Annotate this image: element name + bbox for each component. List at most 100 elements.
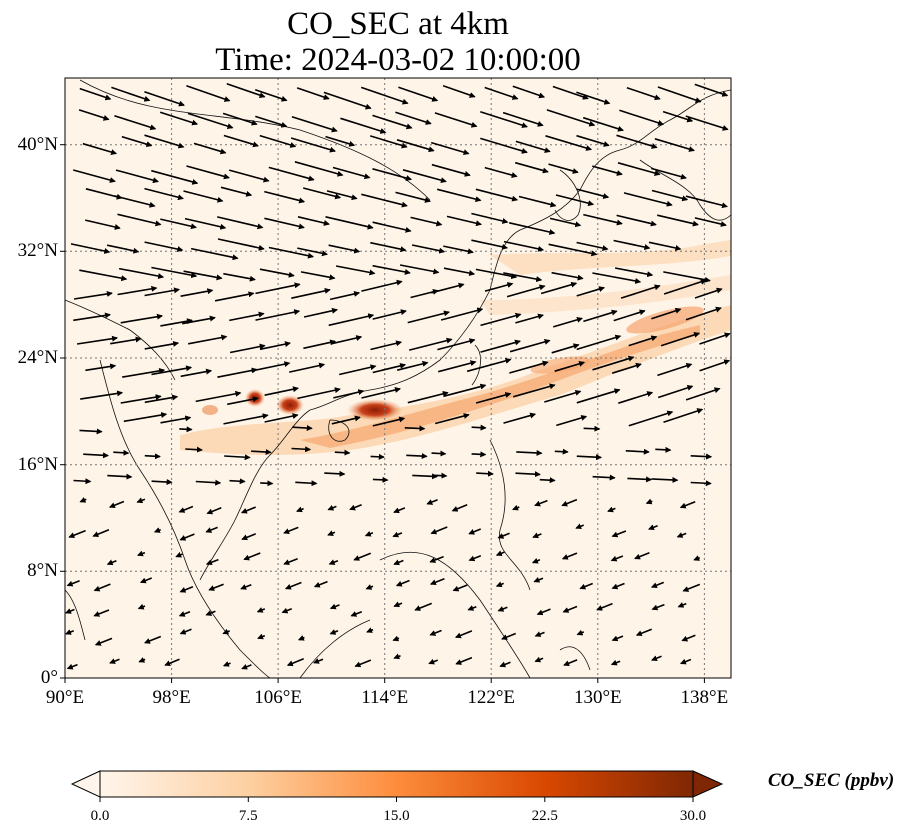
- wind-arrow: [240, 583, 252, 590]
- wind-arrow: [651, 189, 689, 202]
- wind-arrow: [434, 112, 478, 128]
- wind-arrow: [289, 362, 326, 373]
- wind-arrow: [480, 137, 528, 154]
- wind-arrow: [206, 507, 222, 515]
- wind-arrow: [431, 450, 447, 457]
- wind-arrow: [179, 628, 192, 635]
- wind-arrow: [114, 195, 156, 208]
- wind-arrow: [281, 607, 292, 614]
- wind-arrow: [531, 557, 541, 564]
- wind-arrow: [393, 601, 403, 608]
- wind-arrow: [65, 629, 74, 635]
- wind-arrow: [635, 628, 652, 637]
- wind-arrow: [331, 415, 361, 425]
- wind-arrow: [576, 388, 621, 404]
- lon-tick-130e: 130°E: [573, 687, 622, 708]
- wind-arrow: [151, 266, 198, 279]
- wind-arrow: [576, 629, 585, 636]
- wind-arrow: [694, 287, 723, 299]
- wind-arrow: [497, 606, 508, 612]
- wind-arrow: [121, 135, 153, 148]
- wind-arrow: [628, 335, 658, 347]
- wind-arrow: [409, 337, 453, 351]
- wind-arrow: [579, 582, 593, 590]
- wind-arrow: [431, 163, 471, 177]
- wind-arrow: [554, 448, 569, 455]
- wind-arrow: [300, 271, 336, 281]
- wind-arrow: [648, 241, 682, 251]
- lon-tick-106e: 106°E: [254, 687, 302, 708]
- wind-arrow: [205, 610, 216, 616]
- wind-arrow: [677, 602, 687, 608]
- wind-arrow: [561, 498, 578, 507]
- wind-arrow: [323, 91, 372, 110]
- wind-arrow: [144, 187, 184, 201]
- wind-arrow: [268, 246, 314, 259]
- wind-arrow: [516, 449, 543, 456]
- wind-arrow: [73, 478, 92, 485]
- wind-arrow: [123, 412, 168, 423]
- wind-arrow: [395, 579, 410, 587]
- wind-arrow: [471, 239, 509, 250]
- wind-arrow: [662, 110, 694, 123]
- wind-arrow: [430, 526, 448, 535]
- wind-arrow: [255, 115, 288, 128]
- colorbar-tick-30: 30.0: [679, 808, 707, 824]
- wind-arrow: [690, 480, 712, 487]
- wind-arrow: [583, 309, 618, 323]
- wind-arrow: [395, 111, 432, 125]
- lat-tick-8n: 8°N: [27, 560, 58, 581]
- wind-arrow: [411, 244, 446, 254]
- wind-arrow: [426, 499, 438, 505]
- wind-arrow: [372, 362, 407, 374]
- wind-arrow: [328, 313, 375, 327]
- wind-arrow: [183, 190, 224, 203]
- wind-arrow: [429, 555, 444, 563]
- wind-arrow: [180, 368, 213, 378]
- wind-arrow: [372, 221, 412, 233]
- wind-arrow: [372, 114, 413, 130]
- wind-arrow: [283, 526, 299, 534]
- wind-arrow: [241, 533, 256, 541]
- wind-arrow: [313, 580, 328, 588]
- wind-arrow: [186, 165, 230, 180]
- lon-tick-122e: 122°E: [467, 687, 516, 708]
- wind-arrow: [328, 559, 339, 565]
- wind-arrow: [556, 415, 588, 427]
- wind-arrow: [372, 168, 413, 181]
- wind-arrow: [291, 115, 338, 133]
- wind-arrow: [85, 363, 117, 372]
- wind-arrow: [399, 264, 440, 275]
- wind-arrow: [611, 530, 627, 538]
- wind-arrow: [256, 607, 266, 613]
- wind-arrow: [328, 244, 361, 254]
- wind-arrow: [205, 526, 218, 533]
- wind-arrow: [515, 140, 551, 153]
- wind-arrow: [180, 288, 214, 297]
- wind-arrow: [536, 608, 551, 616]
- wind-arrow: [290, 137, 336, 153]
- wind-arrow: [118, 267, 165, 280]
- wind-arrow: [442, 85, 476, 98]
- wind-arrow: [392, 531, 403, 538]
- wind-arrow: [484, 86, 519, 100]
- wind-arrow: [467, 605, 477, 611]
- wind-arrow: [159, 111, 199, 126]
- wind-arrow: [283, 557, 298, 565]
- wind-arrow: [475, 392, 512, 404]
- wind-arrow: [480, 339, 521, 353]
- wind-arrow: [514, 161, 549, 174]
- wind-arrow: [534, 631, 545, 637]
- wind-arrow: [576, 241, 609, 251]
- wind-arrow: [393, 559, 404, 566]
- wind-arrow: [324, 470, 346, 477]
- lat-tick-24n: 24°N: [17, 347, 58, 368]
- wind-arrow: [475, 188, 519, 202]
- wind-arrow: [227, 396, 259, 406]
- wind-arrow: [429, 629, 442, 636]
- wind-arrow: [259, 341, 291, 351]
- map-area: [65, 78, 731, 678]
- wind-arrow: [144, 635, 162, 644]
- wind-arrow: [137, 603, 146, 610]
